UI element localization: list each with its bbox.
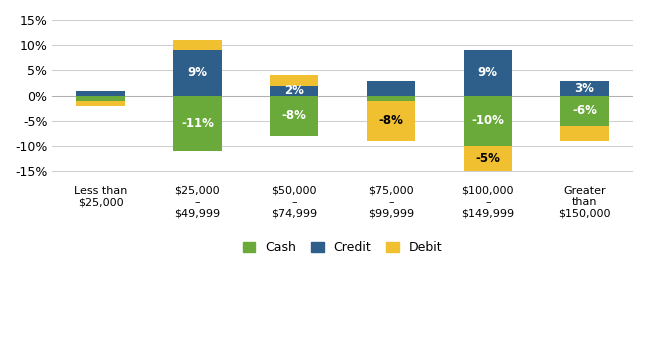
Text: 9%: 9% (478, 66, 498, 80)
Bar (463, 95, 512, 146)
Bar (367, 81, 415, 95)
Bar (173, 40, 222, 50)
Text: 2%: 2% (284, 84, 304, 97)
Text: -10%: -10% (471, 115, 504, 127)
Text: -5%: -5% (476, 152, 500, 165)
Bar (270, 95, 318, 136)
Bar (76, 91, 125, 95)
Bar (561, 95, 609, 126)
Bar (561, 126, 609, 141)
Bar (173, 50, 222, 95)
Text: -8%: -8% (282, 109, 307, 122)
Bar (367, 95, 415, 101)
Bar (76, 101, 125, 106)
Bar (270, 75, 318, 85)
Bar (463, 50, 512, 95)
Text: 9%: 9% (187, 66, 207, 80)
Text: -8%: -8% (378, 115, 404, 127)
Text: -6%: -6% (572, 104, 597, 117)
Bar (463, 146, 512, 171)
Legend: Cash, Credit, Debit: Cash, Credit, Debit (238, 236, 448, 259)
Bar (561, 81, 609, 95)
Text: 3%: 3% (575, 82, 595, 94)
Bar (367, 101, 415, 141)
Text: -11%: -11% (181, 117, 214, 130)
Bar (173, 95, 222, 151)
Bar (270, 85, 318, 95)
Bar (76, 95, 125, 101)
